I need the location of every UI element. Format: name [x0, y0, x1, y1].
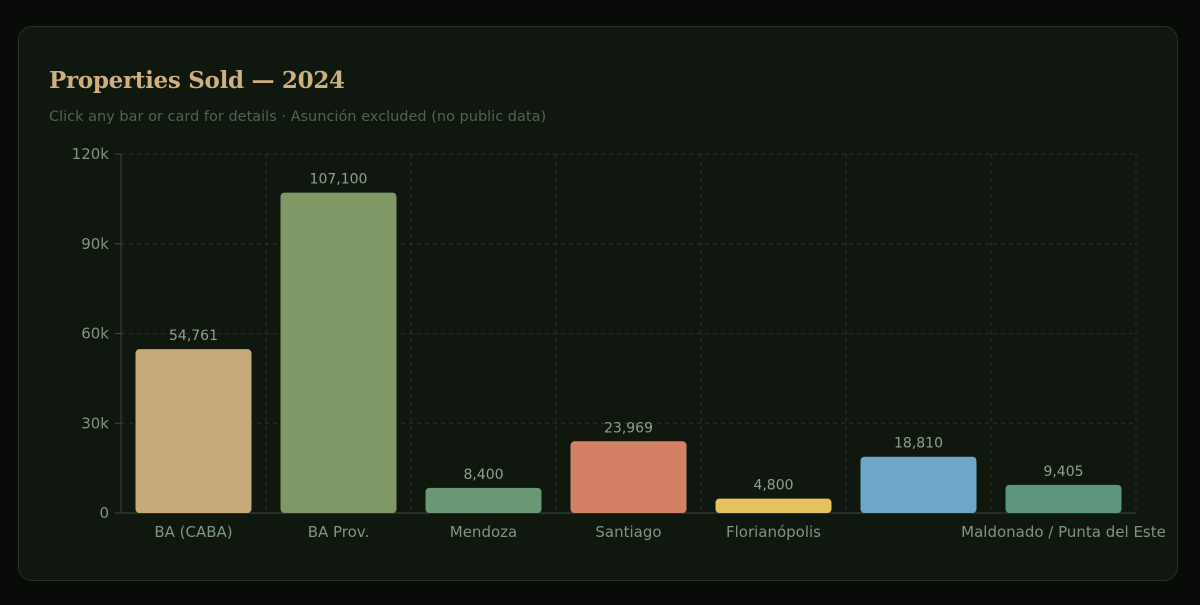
y-tick-label: 120k — [72, 145, 110, 163]
bar-value-label: 9,405 — [1043, 464, 1083, 480]
chart-subtitle: Click any bar or card for details · Asun… — [49, 109, 547, 125]
bar[interactable] — [860, 456, 977, 513]
x-tick-label: Maldonado / Punta del Este — [961, 523, 1166, 541]
bar[interactable] — [135, 349, 252, 513]
x-tick-label: Mendoza — [450, 523, 517, 541]
chart-title: Properties Sold — 2024 — [49, 67, 345, 94]
x-tick-label: BA (CABA) — [154, 523, 232, 541]
bar[interactable] — [570, 441, 687, 513]
x-tick-label: BA Prov. — [308, 523, 370, 541]
bar-value-label: 107,100 — [310, 172, 368, 188]
x-tick-label: Santiago — [595, 523, 661, 541]
chart-card[interactable]: Properties Sold — 2024 Click any bar or … — [18, 26, 1178, 581]
bar-chart: 0 30k 60k 90k 120k 54,761 BA (CABA) 107,100 BA P… — [72, 145, 1166, 541]
bar[interactable] — [280, 192, 397, 513]
bar-value-label: 4,800 — [753, 478, 793, 494]
bar-value-label: 18,810 — [894, 436, 943, 452]
bar-value-label: 23,969 — [604, 420, 653, 436]
bar-value-label: 54,761 — [169, 328, 218, 344]
x-tick-label: Florianópolis — [726, 523, 821, 541]
y-tick-label: 90k — [81, 235, 109, 253]
bar[interactable] — [715, 498, 832, 513]
bar[interactable] — [1005, 484, 1122, 513]
bar[interactable] — [425, 487, 542, 513]
y-tick-label: 30k — [81, 414, 109, 432]
bar-value-label: 8,400 — [463, 467, 503, 483]
y-tick-label: 0 — [99, 504, 109, 522]
y-tick-label: 60k — [81, 325, 109, 343]
